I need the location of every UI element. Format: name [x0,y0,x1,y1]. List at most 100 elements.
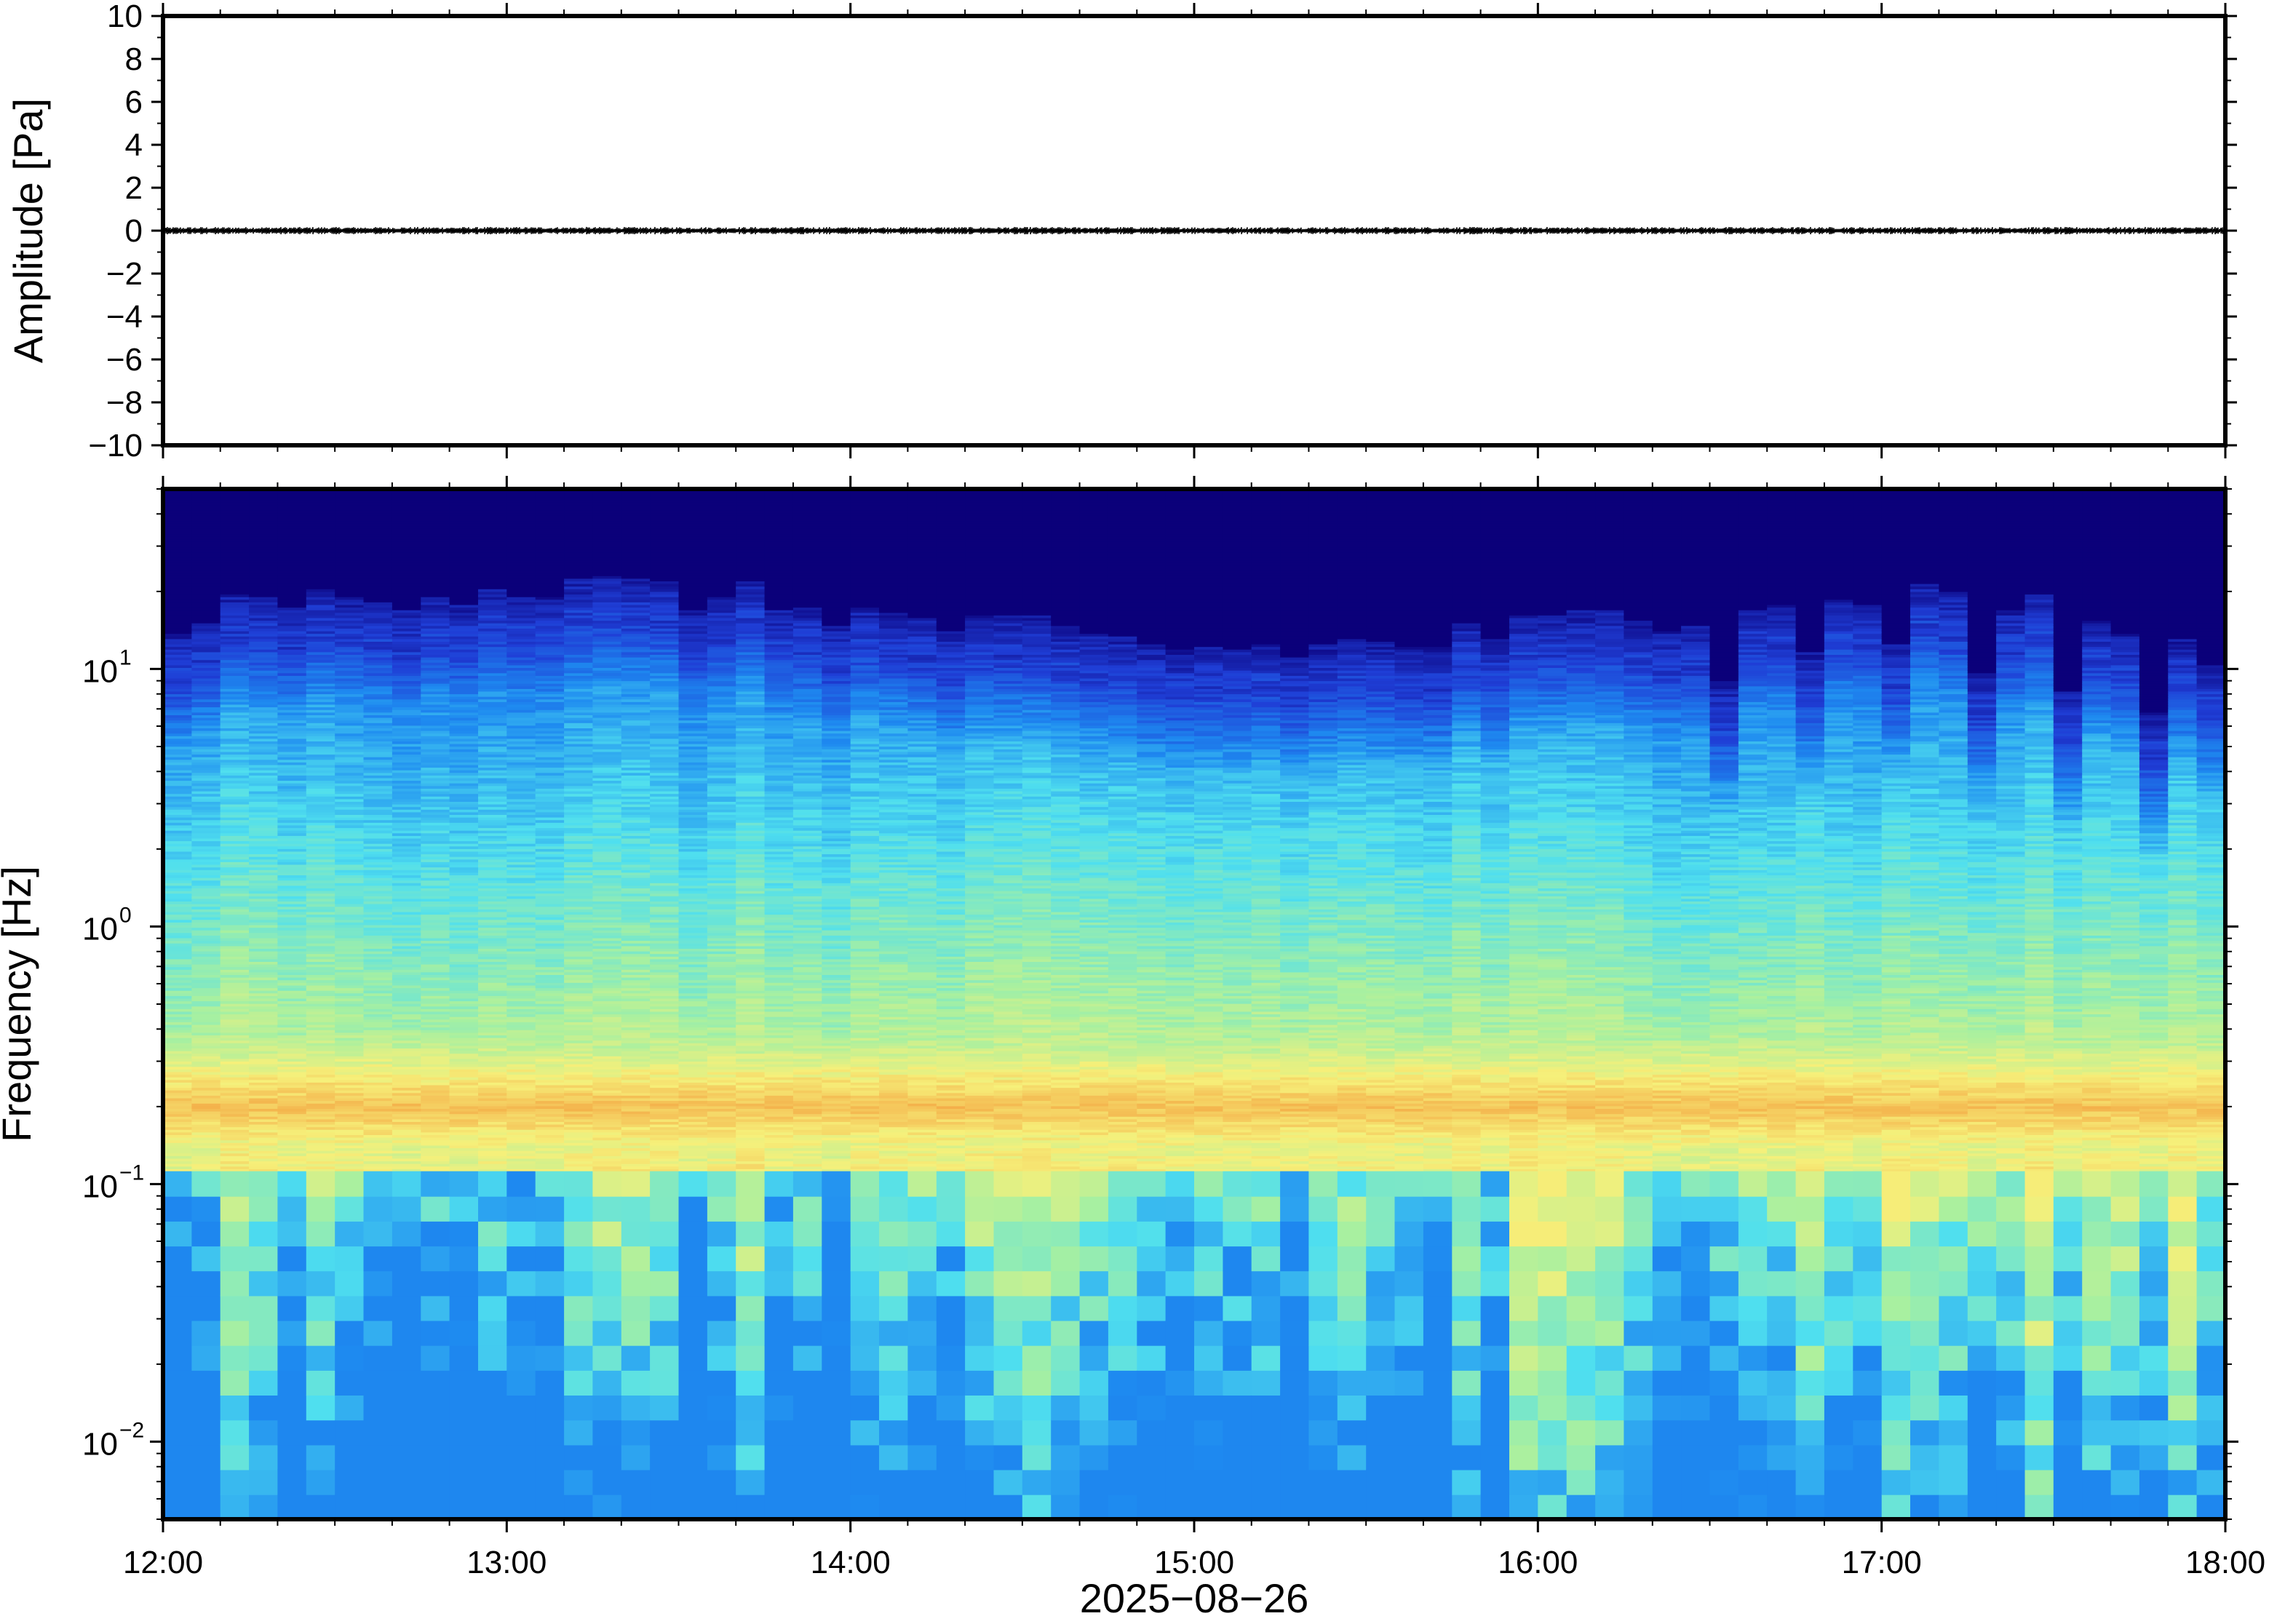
spectrogram-cell [306,1345,335,1371]
spectrogram-cell [163,1246,192,1271]
spectrogram-cell [249,1171,278,1197]
spectrogram-cell [335,1221,364,1246]
spectrogram-cell [335,1171,364,1197]
spectrogram-cell [335,1420,364,1445]
spectrogram-cell [191,1296,220,1321]
spectrogram-cell [277,1171,306,1197]
spectrogram-cell [163,1445,192,1470]
spectrogram-cell [306,1221,335,1246]
spectrogram-cell [249,1445,278,1470]
spectrogram-cell [306,1296,335,1321]
spectrogram-cell [191,1494,220,1520]
amplitude-ytick-label: 2 [125,170,143,206]
spectrogram-cell [277,1345,306,1371]
spectrogram-cell [364,1370,393,1396]
spectrogram-cell [191,1171,220,1197]
spectrogram-cell [335,1196,364,1222]
spectrogram-cell [220,1171,250,1197]
spectrogram-cell [306,1321,335,1346]
spectrogram-cell [191,1420,220,1445]
spectrogram-cell [163,1221,192,1246]
amplitude-ytick-label: 6 [125,84,143,120]
amplitude-panel: 1086420−2−4−6−8−10 Amplitude [Pa] [5,0,2237,463]
amplitude-ytick-label: −10 [88,428,143,463]
spectrogram-cell [163,1470,192,1495]
amplitude-ytick-label: −8 [106,385,143,421]
spectrogram-cell [163,1196,192,1222]
spectrogram-cell [191,1370,220,1396]
spectrogram-cell [163,1420,192,1445]
spectrogram-cell [249,1296,278,1321]
spectrogram-cell [306,1246,335,1271]
spectrogram-cell [191,1321,220,1346]
spectrogram-cell [335,1345,364,1371]
amplitude-ytick-label: 0 [125,213,143,249]
spectrogram-cell [220,1494,250,1520]
amplitude-ytick-label: −6 [106,342,143,378]
spectrogram-cell [220,1470,250,1495]
spectrogram-cell [306,1395,335,1420]
spectrogram-cell [249,1345,278,1371]
amplitude-ytick-label: 8 [125,41,143,77]
spectrogram-cell [249,1370,278,1396]
spectrogram-cell [364,1345,393,1371]
amplitude-ytick-label: −2 [106,256,143,292]
spectrogram-cell [277,1270,306,1296]
spectrogram-cell [277,1221,306,1246]
spectrogram-cell [277,1470,306,1495]
spectrogram-cell [191,1470,220,1495]
amplitude-ytick-label: −4 [106,299,143,335]
spectrogram-cell [220,1370,250,1396]
spectrogram-cell [249,1196,278,1222]
spectrogram-cell [335,1445,364,1470]
spectrogram-cell [364,1494,393,1520]
spectrogram-cell [364,1246,393,1271]
spectrogram-cell [191,1196,220,1222]
spectrogram-cell [249,1395,278,1420]
spectrogram-cell [364,1321,393,1346]
spectrogram-cell [249,1221,278,1246]
spectrogram-cell [306,1470,335,1495]
spectrogram-cell [277,1494,306,1520]
spectrogram-cell [306,1370,335,1396]
spectrogram-cell [249,1270,278,1296]
spectrogram-cell [364,1445,393,1470]
spectrogram-cell [335,1395,364,1420]
spectrogram-cell [191,1345,220,1371]
spectrogram-cell [220,1296,250,1321]
spectrogram-cell [364,1296,393,1321]
spectrogram-cell [364,1470,393,1495]
spectrogram-cell [364,1270,393,1296]
spectrogram-cell [335,1270,364,1296]
spectrogram-cell [335,1296,364,1321]
amplitude-ytick-label: 4 [125,127,143,163]
spectrogram-cell [191,1221,220,1246]
spectrogram-cell [220,1196,250,1222]
spectrogram-cell [220,1395,250,1420]
spectrogram-cell [191,1395,220,1420]
spectrogram-cell [277,1370,306,1396]
spectrogram-cell [335,1494,364,1520]
spectrogram-cell [306,1420,335,1445]
spectrogram-heatmap [163,489,2226,1520]
spectrogram-cell [163,1370,192,1396]
spectrogram-cell [191,1445,220,1470]
spectrogram-cell [306,1270,335,1296]
spectrogram-cell [364,1171,393,1197]
spectrogram-cell [191,1270,220,1296]
amplitude-ylabel: Amplitude [Pa] [5,98,51,363]
spectrogram-cell [249,1420,278,1445]
spectrogram-cell [220,1345,250,1371]
spectrogram-cell [277,1296,306,1321]
spectrogram-cell [163,1345,192,1371]
spectrogram-cell [306,1171,335,1197]
spectrogram-cell [306,1445,335,1470]
spectrogram-cell [220,1246,250,1271]
spectrogram-cell [335,1370,364,1396]
spectrogram-cell [220,1270,250,1296]
spectrogram-cell [163,1321,192,1346]
spectrogram-cell [277,1196,306,1222]
spectrogram-cell [249,1494,278,1520]
spectrogram-cell [364,1420,393,1445]
